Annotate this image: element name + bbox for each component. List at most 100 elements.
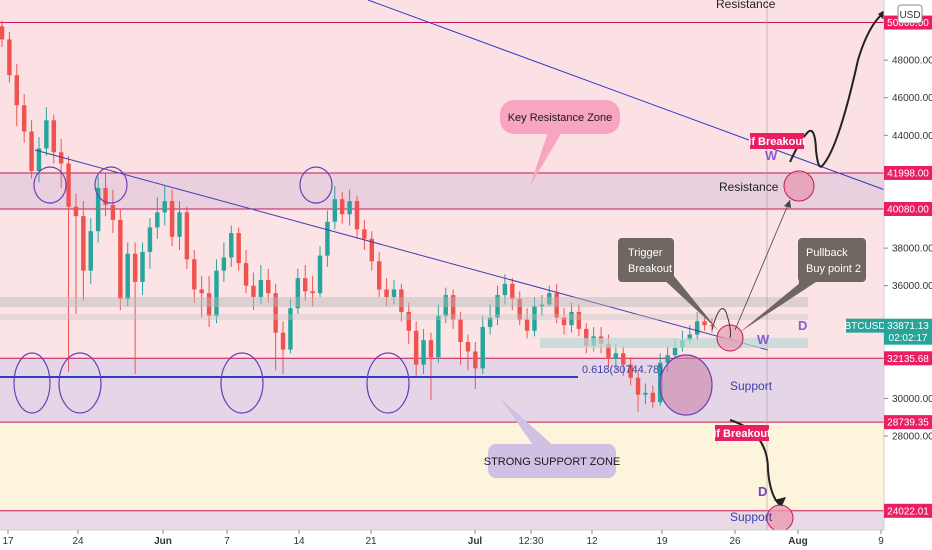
candle-body: [310, 291, 315, 294]
trigger-text-line2: Breakout: [628, 263, 672, 275]
countdown-text: 02:02:17: [889, 333, 928, 344]
touch-circles: [13, 166, 713, 416]
candle-body: [532, 306, 537, 331]
y-tick-label: 46000.00: [892, 93, 932, 104]
candle-body: [369, 238, 375, 262]
candle-body: [44, 120, 49, 149]
currency-button[interactable]: USD: [897, 4, 923, 24]
price-zone: [0, 358, 884, 423]
candle-body: [421, 340, 426, 365]
candle-body: [73, 206, 79, 217]
candle-body: [650, 392, 656, 403]
x-tick-label: 12: [586, 536, 598, 547]
price-axis-bg: [884, 0, 932, 550]
if-breakout-label-bottom[interactable]: If Breakout: [713, 425, 771, 441]
key-resistance-callout[interactable]: Key Resistance Zone: [500, 100, 620, 186]
candle-body: [88, 231, 93, 271]
y-tick-label: 30000.00: [892, 394, 932, 405]
candle-body: [125, 253, 130, 299]
x-tick-label: 12:30: [518, 536, 543, 547]
y-tick-label: 28000.00: [892, 432, 932, 443]
descending-trendline-upper[interactable]: [367, 0, 886, 191]
wave-letter-w-right: W: [757, 332, 770, 347]
currency-button-box[interactable]: [897, 4, 923, 24]
range-band-mid: [0, 314, 808, 320]
range-band-upper: [0, 297, 808, 307]
candle-body: [36, 148, 42, 172]
if-breakout-text: If Breakout: [748, 136, 806, 148]
x-tick-label: Jun: [154, 536, 172, 547]
candle-body: [547, 293, 552, 305]
candle-body: [0, 26, 5, 40]
x-tick-label: 19: [656, 536, 668, 547]
projection-path-breakout-top: [789, 9, 889, 168]
wave-letter-w-top: W: [765, 148, 778, 163]
candle-body: [487, 317, 493, 328]
pullback-callout[interactable]: Pullback Buy point 2: [740, 238, 866, 332]
support-touch-circle: [13, 352, 51, 414]
price-tag: [884, 165, 932, 180]
candle-body: [280, 332, 286, 350]
candle-body: [628, 364, 633, 378]
candle-body: [29, 131, 34, 172]
strong-support-callout[interactable]: STRONG SUPPORT ZONE: [484, 398, 621, 478]
if-breakout-label-top[interactable]: If Breakout: [748, 133, 806, 149]
candle-body: [303, 278, 308, 292]
candle-body: [103, 187, 108, 205]
y-tick-label: 48000.00: [892, 56, 932, 67]
candle-body: [140, 251, 145, 282]
resistance-touch-circle: [299, 166, 333, 204]
candle-body: [229, 233, 234, 258]
currency-button-label[interactable]: USD: [899, 10, 920, 21]
if-breakout-text: If Breakout: [713, 428, 771, 440]
candle-body: [258, 280, 264, 297]
candle-body: [221, 257, 227, 271]
x-tick-label: 26: [729, 536, 741, 547]
callout-box: [798, 238, 866, 282]
candle-body: [510, 283, 515, 299]
x-tick-label: 7: [224, 536, 230, 547]
candle-body: [376, 261, 382, 290]
candle-body: [66, 163, 71, 207]
candle-body: [206, 293, 212, 316]
support-touch-circle-filled: [659, 354, 713, 416]
time-axis[interactable]: 17 24 Jun 7 14 21 Jul 12:30 12 19 26 Aug 9: [2, 530, 884, 547]
x-tick-label: Aug: [788, 536, 807, 547]
x-tick-label: 14: [293, 536, 305, 547]
candle-body: [458, 319, 463, 343]
candle-body: [325, 221, 330, 256]
candle-body: [428, 340, 434, 358]
price-tag: [884, 351, 932, 366]
label-box: [715, 425, 769, 441]
y-tick-label: 36000.00: [892, 281, 932, 292]
trigger-breakout-callout[interactable]: Trigger Breakout: [618, 238, 718, 330]
support-touch-circle: [220, 352, 264, 414]
candle-body: [317, 255, 323, 294]
candle-body: [347, 201, 352, 215]
price-zone: [0, 172, 884, 209]
candle-body: [155, 212, 160, 228]
candle-body: [480, 327, 485, 369]
callout-box: [488, 444, 616, 478]
candle-body: [502, 283, 508, 296]
candle-body: [214, 270, 219, 316]
candle-body: [606, 343, 611, 359]
arrowhead: [774, 497, 786, 506]
price-zone: [0, 0, 884, 173]
candle-body: [406, 311, 411, 331]
candle-body: [643, 392, 648, 395]
candle-body: [613, 353, 619, 359]
price-tag-text: 33871.13: [887, 321, 929, 332]
candle-body: [443, 295, 448, 316]
support-touch-circle: [366, 352, 410, 414]
fib-618-label: 0.618(30744.78): [582, 364, 663, 376]
candle-body: [399, 289, 404, 312]
x-tick-label: 21: [365, 536, 377, 547]
candle-body: [110, 204, 116, 220]
candle-body: [450, 295, 456, 320]
descending-trendline-lower[interactable]: [34, 149, 769, 351]
candle-body: [517, 298, 522, 320]
candle-body: [702, 321, 707, 326]
candle-body: [95, 187, 101, 232]
